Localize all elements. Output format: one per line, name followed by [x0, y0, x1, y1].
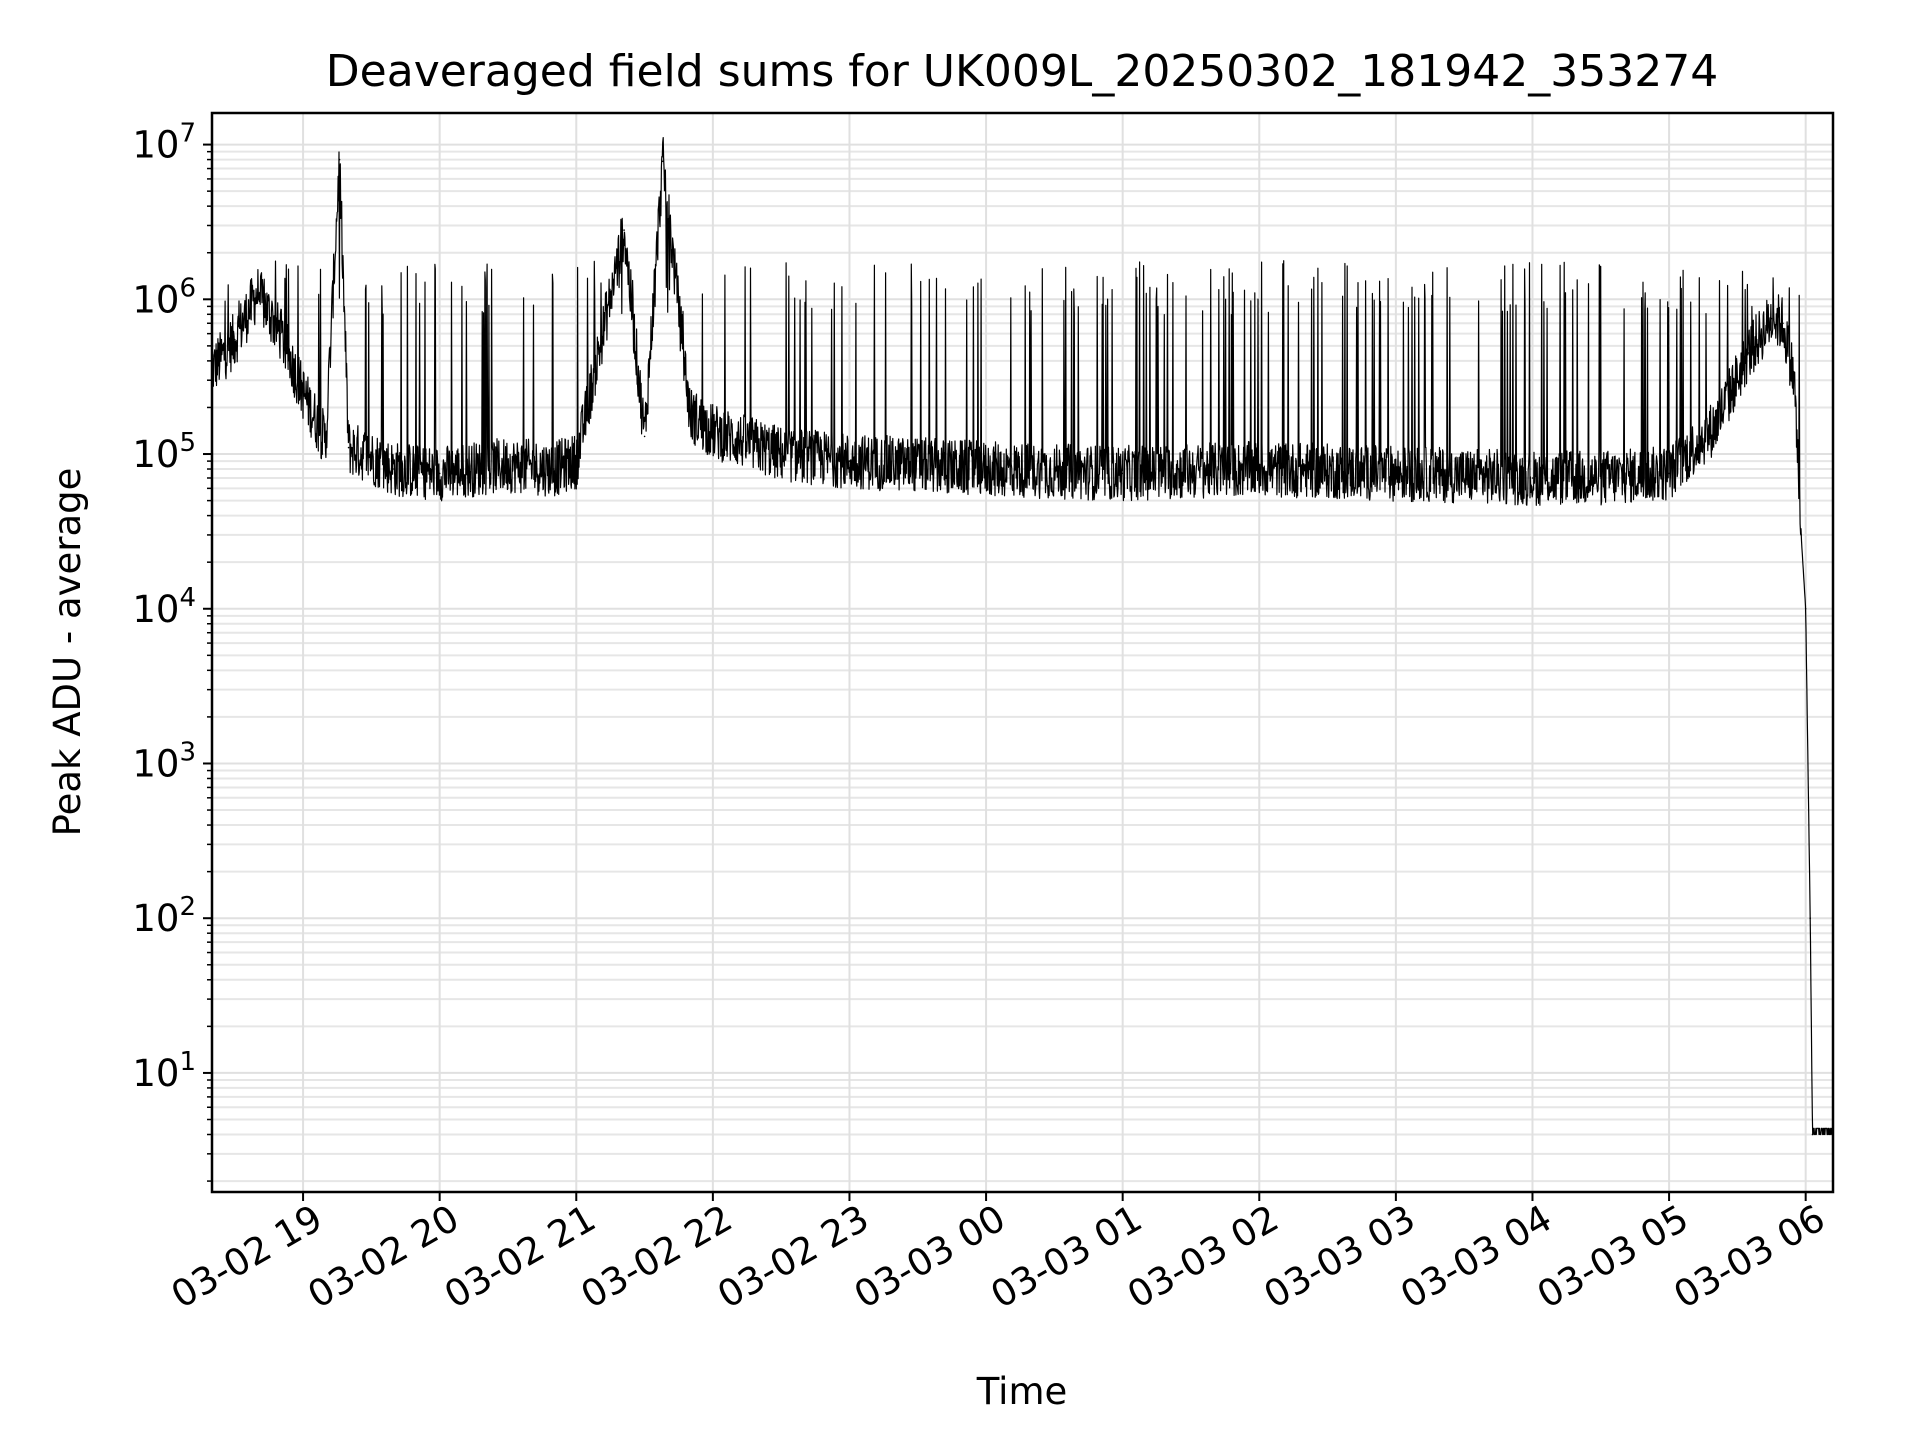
y-tick-label-exponent: 7: [179, 119, 196, 149]
data-point: [438, 472, 441, 475]
data-point: [279, 332, 282, 335]
data-point: [234, 338, 236, 341]
data-point: [1258, 468, 1261, 470]
data-point: [1395, 472, 1397, 475]
data-point: [1809, 917, 1811, 919]
y-tick-label: 106: [132, 273, 196, 321]
y-tick-label-exponent: 3: [179, 737, 196, 767]
data-point: [1531, 477, 1534, 479]
data-point: [552, 468, 555, 470]
data-point: [712, 430, 714, 433]
data-point: [575, 460, 578, 462]
data-point: [643, 435, 646, 438]
data-point: [780, 453, 782, 455]
data-point: [848, 460, 851, 462]
chart-title: Deaveraged field sums for UK009L_2025030…: [326, 46, 1718, 97]
y-tick-label-base: 10: [132, 433, 179, 476]
data-point: [1600, 477, 1602, 479]
y-tick-label: 105: [132, 428, 196, 476]
y-tick-label: 107: [132, 119, 196, 167]
y-tick-label-base: 10: [132, 897, 179, 940]
data-point: [302, 391, 304, 394]
y-tick-label-base: 10: [132, 1052, 179, 1095]
y-axis-label: Peak ADU - average: [46, 468, 89, 837]
y-tick-label-base: 10: [132, 588, 179, 631]
data-point: [1770, 317, 1773, 320]
y-tick-label-exponent: 6: [179, 273, 196, 303]
y-tick-label-base: 10: [132, 742, 179, 785]
data-point: [347, 446, 350, 449]
data-point: [325, 441, 327, 443]
plot-frame: [210, 111, 1835, 1194]
data-point: [1811, 1133, 1814, 1136]
data-point: [507, 464, 509, 466]
data-point: [985, 468, 987, 470]
y-tick-label-exponent: 1: [179, 1047, 196, 1077]
data-point: [689, 413, 691, 416]
y-tick-label-exponent: 4: [179, 583, 196, 613]
y-tick-label: 104: [132, 583, 196, 631]
data-point: [1782, 322, 1784, 325]
data-point: [370, 456, 373, 459]
data-point: [623, 229, 625, 231]
data-point: [1668, 472, 1670, 475]
data-point: [393, 468, 395, 470]
y-tick-label: 101: [132, 1047, 196, 1095]
data-point: [1748, 352, 1750, 354]
data-point: [1800, 534, 1802, 536]
y-tick-label: 103: [132, 737, 196, 785]
data-point: [1713, 426, 1716, 428]
data-point: [662, 160, 664, 163]
y-tick-label-exponent: 2: [179, 892, 196, 922]
data-point: [1793, 379, 1796, 382]
data-point: [1121, 472, 1124, 475]
data-point: [338, 158, 341, 161]
data-point: [1804, 608, 1807, 610]
series-line: [211, 137, 1834, 1136]
x-axis-label: Time: [976, 1370, 1068, 1413]
y-tick-label-exponent: 5: [179, 428, 196, 458]
y-tick-label: 102: [132, 892, 196, 940]
data-point: [256, 292, 259, 294]
y-tick-label-base: 10: [132, 278, 179, 321]
y-tick-label-base: 10: [132, 124, 179, 167]
